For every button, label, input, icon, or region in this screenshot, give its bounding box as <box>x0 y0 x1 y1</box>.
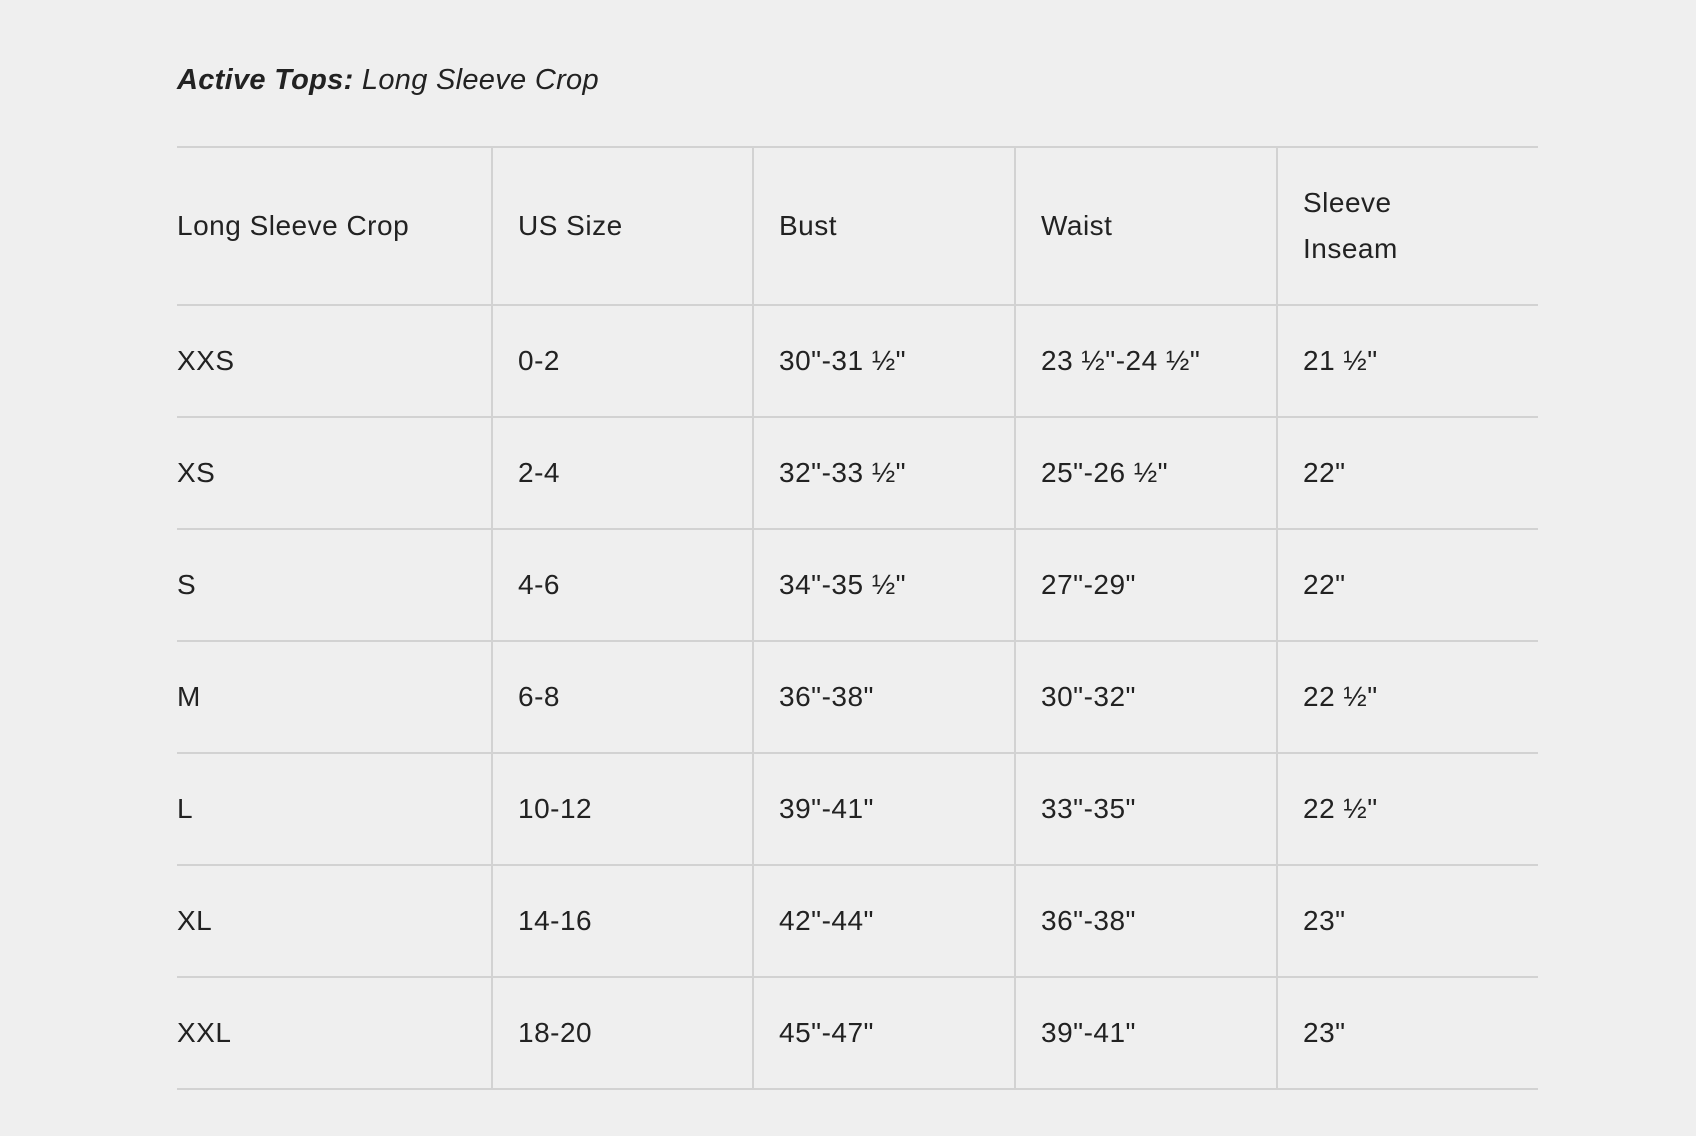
header-inseam-line: Inseam <box>1303 233 1398 264</box>
cell-size: XXS <box>177 304 492 418</box>
cell-bust: 30"-31 ½" <box>752 304 1015 418</box>
header-waist: Waist <box>1014 146 1277 306</box>
cell-waist: 30"-32" <box>1014 640 1277 754</box>
title-product: Long Sleeve Crop <box>361 64 599 96</box>
cell-us-size: 0-2 <box>491 304 753 418</box>
header-sleeve-inseam: Sleeve Inseam <box>1276 146 1538 306</box>
table-row: L 10-12 39"-41" 33"-35" 22 ½" <box>177 752 1538 866</box>
cell-waist: 25"-26 ½" <box>1014 416 1277 530</box>
cell-sleeve-inseam: 23" <box>1276 864 1538 978</box>
cell-sleeve-inseam: 23" <box>1276 976 1538 1090</box>
cell-waist: 27"-29" <box>1014 528 1277 642</box>
title-category: Active Tops: <box>177 64 354 96</box>
cell-waist: 36"-38" <box>1014 864 1277 978</box>
table-row: S 4-6 34"-35 ½" 27"-29" 22" <box>177 528 1538 642</box>
size-chart-title: Active Tops: Long Sleeve Crop <box>177 64 599 97</box>
cell-us-size: 2-4 <box>491 416 753 530</box>
cell-size: M <box>177 640 492 754</box>
cell-bust: 45"-47" <box>752 976 1015 1090</box>
header-row: Long Sleeve Crop US Size Bust Waist Slee… <box>177 146 1538 306</box>
cell-us-size: 10-12 <box>491 752 753 866</box>
cell-sleeve-inseam: 22" <box>1276 416 1538 530</box>
cell-us-size: 14-16 <box>491 864 753 978</box>
cell-sleeve-inseam: 22" <box>1276 528 1538 642</box>
cell-bust: 32"-33 ½" <box>752 416 1015 530</box>
header-sleeve-line: Sleeve <box>1303 187 1392 218</box>
cell-size: XXL <box>177 976 492 1090</box>
cell-us-size: 18-20 <box>491 976 753 1090</box>
table-row: XL 14-16 42"-44" 36"-38" 23" <box>177 864 1538 978</box>
cell-size: XL <box>177 864 492 978</box>
cell-bust: 34"-35 ½" <box>752 528 1015 642</box>
cell-waist: 33"-35" <box>1014 752 1277 866</box>
cell-size: L <box>177 752 492 866</box>
cell-bust: 36"-38" <box>752 640 1015 754</box>
cell-waist: 39"-41" <box>1014 976 1277 1090</box>
header-us-size: US Size <box>491 146 753 306</box>
cell-bust: 42"-44" <box>752 864 1015 978</box>
table-row: XS 2-4 32"-33 ½" 25"-26 ½" 22" <box>177 416 1538 530</box>
cell-size: S <box>177 528 492 642</box>
table-row: XXS 0-2 30"-31 ½" 23 ½"-24 ½" 21 ½" <box>177 304 1538 418</box>
cell-us-size: 6-8 <box>491 640 753 754</box>
cell-sleeve-inseam: 22 ½" <box>1276 752 1538 866</box>
cell-us-size: 4-6 <box>491 528 753 642</box>
cell-waist: 23 ½"-24 ½" <box>1014 304 1277 418</box>
table-row: M 6-8 36"-38" 30"-32" 22 ½" <box>177 640 1538 754</box>
cell-size: XS <box>177 416 492 530</box>
table-row: XXL 18-20 45"-47" 39"-41" 23" <box>177 976 1538 1090</box>
header-style: Long Sleeve Crop <box>177 146 492 306</box>
cell-bust: 39"-41" <box>752 752 1015 866</box>
cell-sleeve-inseam: 22 ½" <box>1276 640 1538 754</box>
header-bust: Bust <box>752 146 1015 306</box>
cell-sleeve-inseam: 21 ½" <box>1276 304 1538 418</box>
size-chart-table: Long Sleeve Crop US Size Bust Waist Slee… <box>177 146 1538 1090</box>
